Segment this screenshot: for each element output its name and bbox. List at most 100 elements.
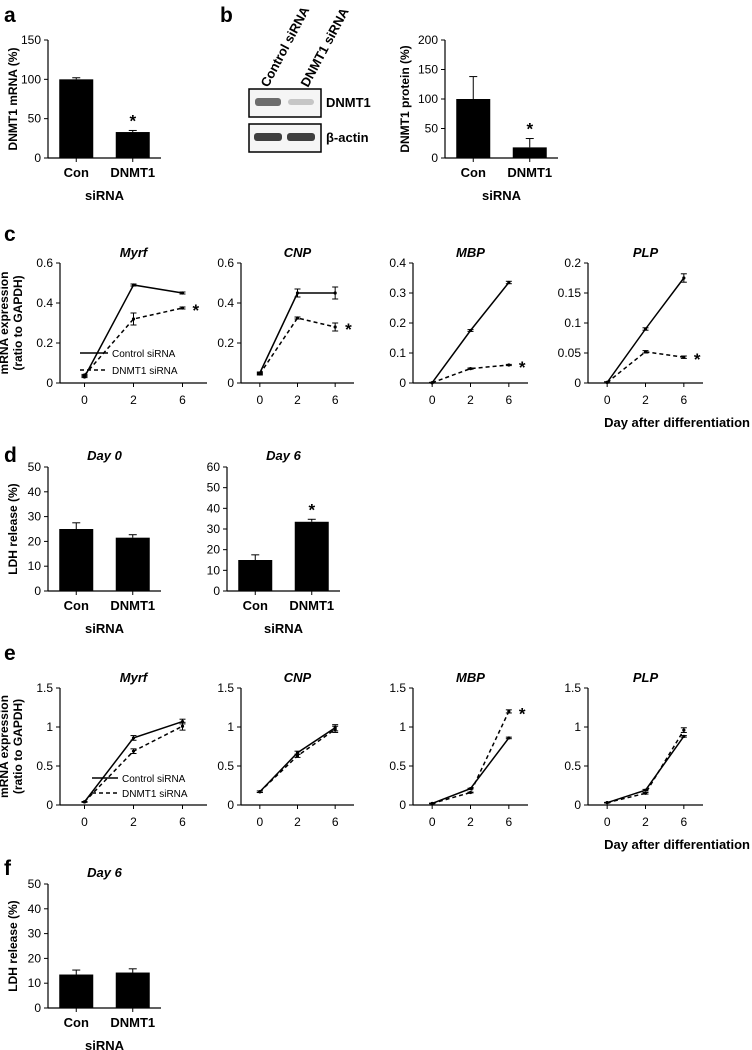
e3-x-tick-label: 2 [467,815,474,829]
band-dnmt1-control [255,98,281,106]
e4-data-point [682,728,686,732]
d1-category-label: DNMT1 [110,598,155,613]
c2-data-point [295,316,300,320]
d1-y-tick-label: 10 [28,559,42,573]
e3-series-dnmt1 [431,711,510,805]
c1-y-label: (ratio to GAPDH) [11,275,25,370]
d2-x-label: siRNA [264,621,304,636]
d2-y-tick-label: 0 [213,584,220,598]
chart-e-plp: 0 0.5 1 1.5 0 2 6 PLP Day after differentiation [564,670,750,852]
e1-y-tick-label: 1 [46,720,53,734]
a-bar-con [59,79,94,158]
panel-label-c: c [4,223,16,246]
f-title: Day 6 [87,865,122,880]
c4-y-tick-label: 0.1 [564,316,581,330]
f-y-tick-label: 10 [28,976,42,990]
e3-x-tick-label: 0 [429,815,436,829]
c1-x-tick-label: 6 [179,393,186,407]
e1-y-label: (ratio to GAPDH) [11,699,25,794]
c4-x-tick-label: 6 [680,393,687,407]
chart-a-dnmt1-mrna: 0 50 100 150 Con DNMT1 * siRNA DNMT1 mRNA (%) [6,33,161,203]
c2-x-tick-label: 2 [294,393,301,407]
b-x-label: siRNA [482,188,522,203]
e2-title: CNP [284,670,312,685]
chart-e-myrf: 0 0.5 1 1.5 0 2 6 Myrf mRNA expression (ratio to … [0,670,207,829]
f-y-tick-label: 50 [28,877,42,891]
c1-y-tick-label: 0.4 [36,296,53,310]
b-category-label: Con [461,165,486,180]
b-y-tick-label: 100 [418,92,438,106]
e4-data-point [682,734,686,738]
f-y-tick-label: 40 [28,902,42,916]
band-label-actin: β-actin [326,130,369,145]
c2-y-tick-label: 0.2 [217,336,234,350]
c4-data-point [643,350,648,354]
e2-data-point [258,790,262,794]
e1-data-point [180,724,185,728]
c1-y-tick-label: 0.2 [36,336,53,350]
e2-x-tick-label: 6 [332,815,339,829]
c3-y-tick-label: 0 [399,376,406,390]
a-x-label: siRNA [85,188,125,203]
e3-y-tick-label: 0.5 [389,759,406,773]
a-y-tick-label: 50 [28,112,42,126]
e1-y-label: mRNA expression [0,695,11,798]
d1-y-tick-label: 50 [28,460,42,474]
c1-x-tick-label: 2 [130,393,137,407]
c1-y-label: mRNA expression [0,272,11,375]
c4-data-point [682,276,686,280]
c3-data-point [507,280,511,285]
chart-c-cnp: 0 0.2 0.4 0.6 0 2 6 * CNP [217,245,354,407]
e1-y-tick-label: 0 [46,798,53,812]
c1-data-point [131,283,136,287]
d2-y-tick-label: 50 [207,481,221,495]
c3-y-tick-label: 0.3 [389,286,406,300]
e1-data-point [82,800,87,804]
d1-category-label: Con [64,598,89,613]
a-y-tick-label: 100 [21,72,41,86]
c1-series-control [83,284,183,378]
d1-title: Day 0 [87,448,122,463]
f-y-tick-label: 30 [28,927,42,941]
d1-bar-con [59,529,94,591]
c3-data-point [468,367,473,371]
e4-x-tick-label: 2 [642,815,649,829]
c4-x-tick-label: 0 [604,393,611,407]
band-dnmt1-knockdown [288,99,314,105]
f-bar-dnmt1 [115,972,150,1008]
e4-data-point [643,788,648,792]
c3-data-point [430,381,434,385]
e3-data-point [468,790,473,795]
panel-label-e: e [4,642,16,665]
c1-significance-star: * [193,301,200,320]
legend-control-label: Control siRNA [122,774,186,785]
d2-bar-dnmt1 [294,521,329,591]
c3-series-dnmt1 [431,364,509,384]
panel-label-b: b [220,4,233,27]
chart-d-day6-ldh: 0 10 20 30 40 50 60 Con DNMT1 * siRNA Day 6 [207,448,340,636]
c4-data-point [643,327,648,331]
d1-bar-dnmt1 [115,537,150,591]
c3-y-tick-label: 0.4 [389,256,406,270]
c3-data-point [468,328,473,333]
f-y-tick-label: 20 [28,951,42,965]
c2-title: CNP [284,245,312,260]
e2-x-tick-label: 0 [256,815,263,829]
b-y-tick-label: 150 [418,63,438,77]
c3-x-tick-label: 6 [505,393,512,407]
e3-title: MBP [456,670,485,685]
a-bar-dnmt1 [115,132,150,158]
b-y-tick-label: 50 [425,122,439,136]
d2-title: Day 6 [266,448,301,463]
f-bar-con [59,974,94,1008]
e3-y-tick-label: 1.5 [389,681,406,695]
c2-significance-star: * [345,320,352,339]
a-category-label: Con [64,165,89,180]
c4-significance-star: * [694,350,701,369]
d2-category-label: Con [243,598,268,613]
c1-title: Myrf [120,245,149,260]
e4-x-label: Day after differentiation [604,837,750,852]
band-actin-knockdown [287,133,315,141]
a-category-label: DNMT1 [110,165,155,180]
